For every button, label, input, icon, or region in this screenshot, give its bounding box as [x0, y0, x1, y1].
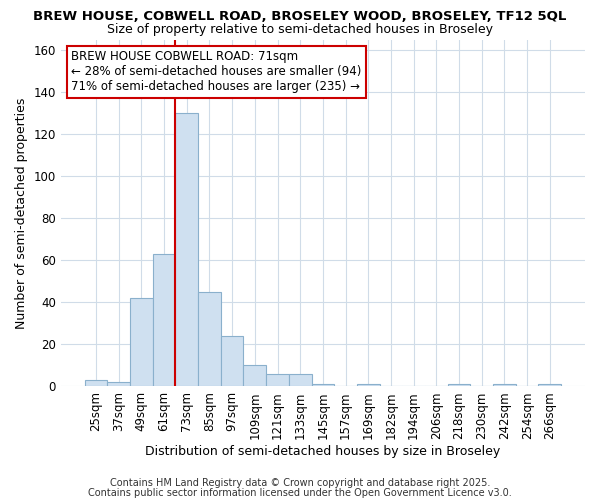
X-axis label: Distribution of semi-detached houses by size in Broseley: Distribution of semi-detached houses by … — [145, 444, 500, 458]
Text: Size of property relative to semi-detached houses in Broseley: Size of property relative to semi-detach… — [107, 22, 493, 36]
Bar — [448, 384, 470, 386]
Bar — [266, 374, 289, 386]
Bar — [357, 384, 380, 386]
Bar — [244, 366, 266, 386]
Bar — [175, 114, 198, 386]
Text: Contains public sector information licensed under the Open Government Licence v3: Contains public sector information licen… — [88, 488, 512, 498]
Bar — [289, 374, 311, 386]
Bar — [221, 336, 244, 386]
Y-axis label: Number of semi-detached properties: Number of semi-detached properties — [15, 98, 28, 329]
Bar — [311, 384, 334, 386]
Text: BREW HOUSE COBWELL ROAD: 71sqm
← 28% of semi-detached houses are smaller (94)
71: BREW HOUSE COBWELL ROAD: 71sqm ← 28% of … — [71, 50, 362, 94]
Text: BREW HOUSE, COBWELL ROAD, BROSELEY WOOD, BROSELEY, TF12 5QL: BREW HOUSE, COBWELL ROAD, BROSELEY WOOD,… — [34, 10, 566, 23]
Bar — [198, 292, 221, 386]
Bar — [85, 380, 107, 386]
Bar — [107, 382, 130, 386]
Bar — [538, 384, 561, 386]
Bar — [493, 384, 516, 386]
Bar — [152, 254, 175, 386]
Bar — [130, 298, 152, 386]
Text: Contains HM Land Registry data © Crown copyright and database right 2025.: Contains HM Land Registry data © Crown c… — [110, 478, 490, 488]
